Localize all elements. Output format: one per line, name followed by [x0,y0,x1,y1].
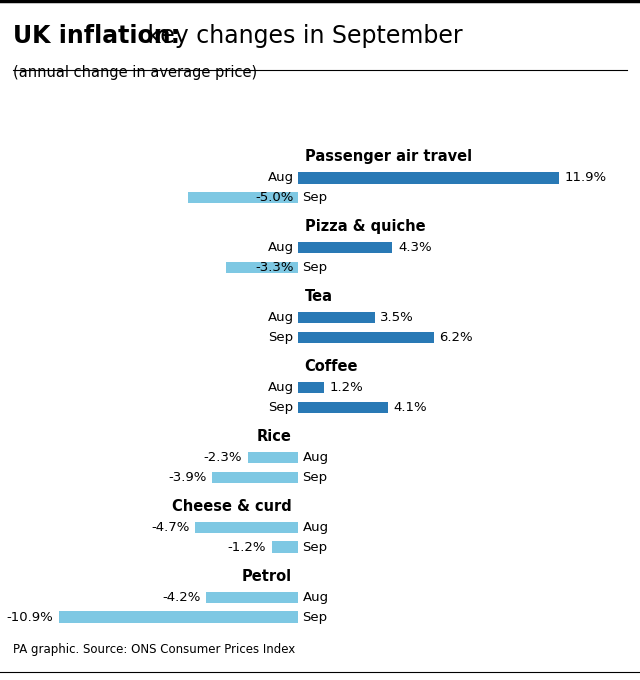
Bar [206,592,298,603]
Text: PA graphic. Source: ONS Consumer Prices Index: PA graphic. Source: ONS Consumer Prices … [13,643,295,656]
Text: -3.3%: -3.3% [255,261,294,274]
Text: Coffee: Coffee [305,359,358,374]
Text: 4.1%: 4.1% [394,401,427,414]
Text: Aug: Aug [303,521,328,534]
Bar [195,522,298,533]
Text: Petrol: Petrol [241,568,291,583]
Text: Passenger air travel: Passenger air travel [305,149,472,164]
Text: key changes in September: key changes in September [140,24,462,48]
Text: -4.7%: -4.7% [151,521,189,534]
Text: 11.9%: 11.9% [564,171,607,184]
Text: UK inflation:: UK inflation: [13,24,180,48]
Bar [59,611,298,623]
Text: 3.5%: 3.5% [380,311,414,324]
Text: Pizza & quiche: Pizza & quiche [305,219,425,234]
Text: Aug: Aug [303,451,328,464]
Bar [298,242,392,254]
Text: Sep: Sep [269,331,294,344]
Text: 4.3%: 4.3% [398,241,431,254]
Bar [212,471,298,483]
Text: Sep: Sep [303,191,328,204]
Text: -4.2%: -4.2% [162,591,200,604]
Text: (annual change in average price): (annual change in average price) [13,65,257,80]
Bar [248,452,298,463]
Text: Sep: Sep [303,471,328,483]
Text: Sep: Sep [303,261,328,274]
Text: -3.9%: -3.9% [168,471,207,483]
Text: Sep: Sep [269,401,294,414]
Bar [298,312,375,324]
Text: -2.3%: -2.3% [204,451,242,464]
Text: Rice: Rice [257,429,291,444]
Text: -10.9%: -10.9% [6,611,53,624]
Text: 1.2%: 1.2% [330,381,364,394]
Bar [298,402,388,413]
Bar [298,332,434,343]
Text: Tea: Tea [305,289,333,304]
Text: Sep: Sep [303,541,328,554]
Bar [298,382,324,393]
Bar [226,262,298,273]
Text: Aug: Aug [268,241,294,254]
Text: 6.2%: 6.2% [440,331,473,344]
Bar [298,172,559,184]
Text: -1.2%: -1.2% [228,541,266,554]
Bar [188,192,298,203]
Text: Aug: Aug [268,311,294,324]
Text: Aug: Aug [303,591,328,604]
Text: Aug: Aug [268,381,294,394]
Text: Aug: Aug [268,171,294,184]
Text: -5.0%: -5.0% [255,191,294,204]
Text: Cheese & curd: Cheese & curd [172,498,291,513]
Bar [272,541,298,553]
Text: Sep: Sep [303,611,328,624]
